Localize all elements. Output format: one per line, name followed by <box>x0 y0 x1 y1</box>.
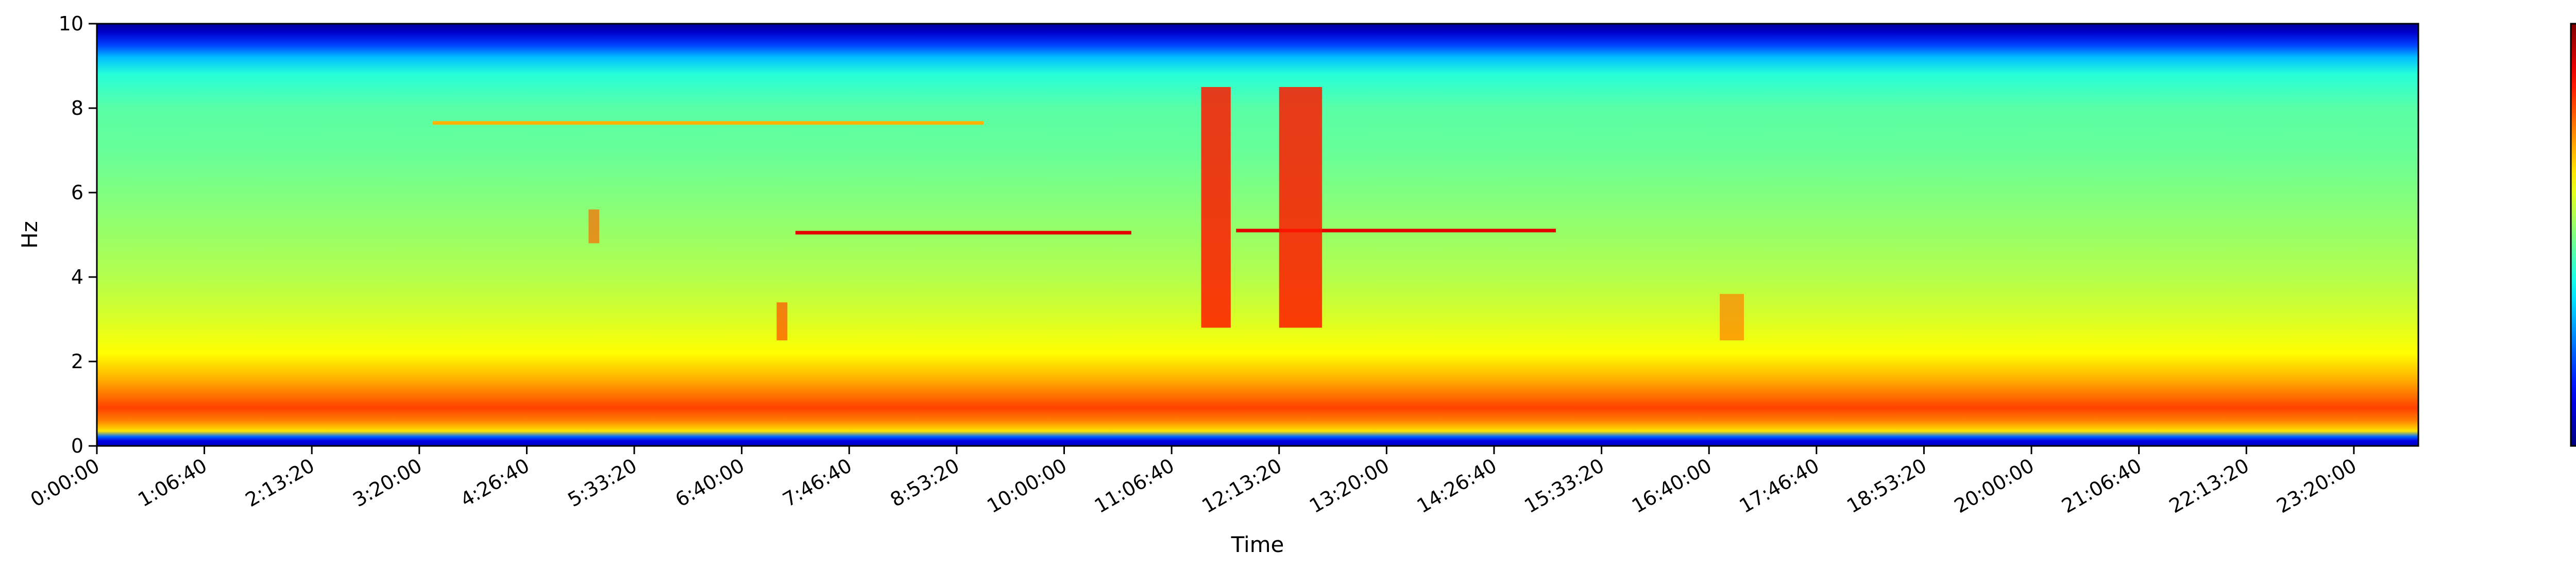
x-tick-label: 5:33:20 <box>564 454 641 511</box>
x-tick-label: 16:40:00 <box>1628 454 1716 518</box>
noise-burst <box>1279 87 1323 328</box>
x-tick-label: 20:00:00 <box>1951 454 2038 518</box>
x-tick-label: 17:46:40 <box>1735 454 1823 518</box>
x-tick-label: 13:20:00 <box>1306 454 1393 518</box>
x-tick-label: 15:33:20 <box>1520 454 1608 518</box>
y-tick-label: 8 <box>71 97 83 119</box>
x-tick-label: 23:20:00 <box>2273 454 2361 518</box>
colorbar-frame <box>2570 23 2576 447</box>
x-tick-label: 12:13:20 <box>1198 454 1285 518</box>
x-tick-label: 18:53:20 <box>1843 454 1930 518</box>
x-tick-label: 4:26:40 <box>456 454 533 511</box>
x-tick-label: 0:00:00 <box>27 454 104 511</box>
spectrogram-features <box>432 87 1744 340</box>
x-tick-label: 2:13:20 <box>242 454 318 511</box>
noise-burst <box>1201 87 1231 328</box>
y-tick-label: 6 <box>71 181 83 204</box>
transient-streak <box>776 302 788 340</box>
x-tick-label: 8:53:20 <box>887 454 963 511</box>
x-tick-label: 7:46:40 <box>779 454 856 511</box>
spectrogram-heatmap <box>97 24 2418 446</box>
y-tick-label: 0 <box>71 435 83 457</box>
colorbar-gradient <box>2571 24 2576 446</box>
x-axis: 0:00:00 1:06:40 2:13:20 3:20:00 4:26:40 5:33:… <box>27 446 2361 518</box>
x-tick-label: 14:26:40 <box>1413 454 1501 518</box>
transient-streak <box>1720 294 1744 340</box>
transient-streak <box>588 209 600 244</box>
x-tick-label: 6:40:00 <box>671 454 748 511</box>
x-tick-label: 3:20:00 <box>349 454 426 511</box>
y-tick-label: 4 <box>71 266 83 288</box>
y-axis-title: Hz <box>17 221 42 249</box>
x-axis-title: Time <box>1231 532 1284 557</box>
x-tick-label: 11:06:40 <box>1091 454 1178 518</box>
colorbar: +0 dB-10 dB-20 dB-30 dB-40 dB-50 dB-60 d… <box>2570 23 2576 447</box>
x-tick-label: 10:00:00 <box>983 454 1071 518</box>
x-tick-label: 22:13:20 <box>2165 454 2253 518</box>
plot-frame <box>96 23 2419 447</box>
y-tick-label: 2 <box>71 350 83 373</box>
x-tick-label: 21:06:40 <box>2058 454 2145 518</box>
y-axis: 0 2 4 6 8 10 <box>59 12 97 457</box>
y-tick-label: 10 <box>59 12 83 35</box>
x-tick-label: 1:06:40 <box>134 454 211 511</box>
spectrogram-plot-area <box>96 23 2419 447</box>
